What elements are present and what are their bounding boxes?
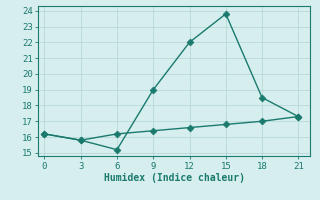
- X-axis label: Humidex (Indice chaleur): Humidex (Indice chaleur): [104, 173, 245, 183]
